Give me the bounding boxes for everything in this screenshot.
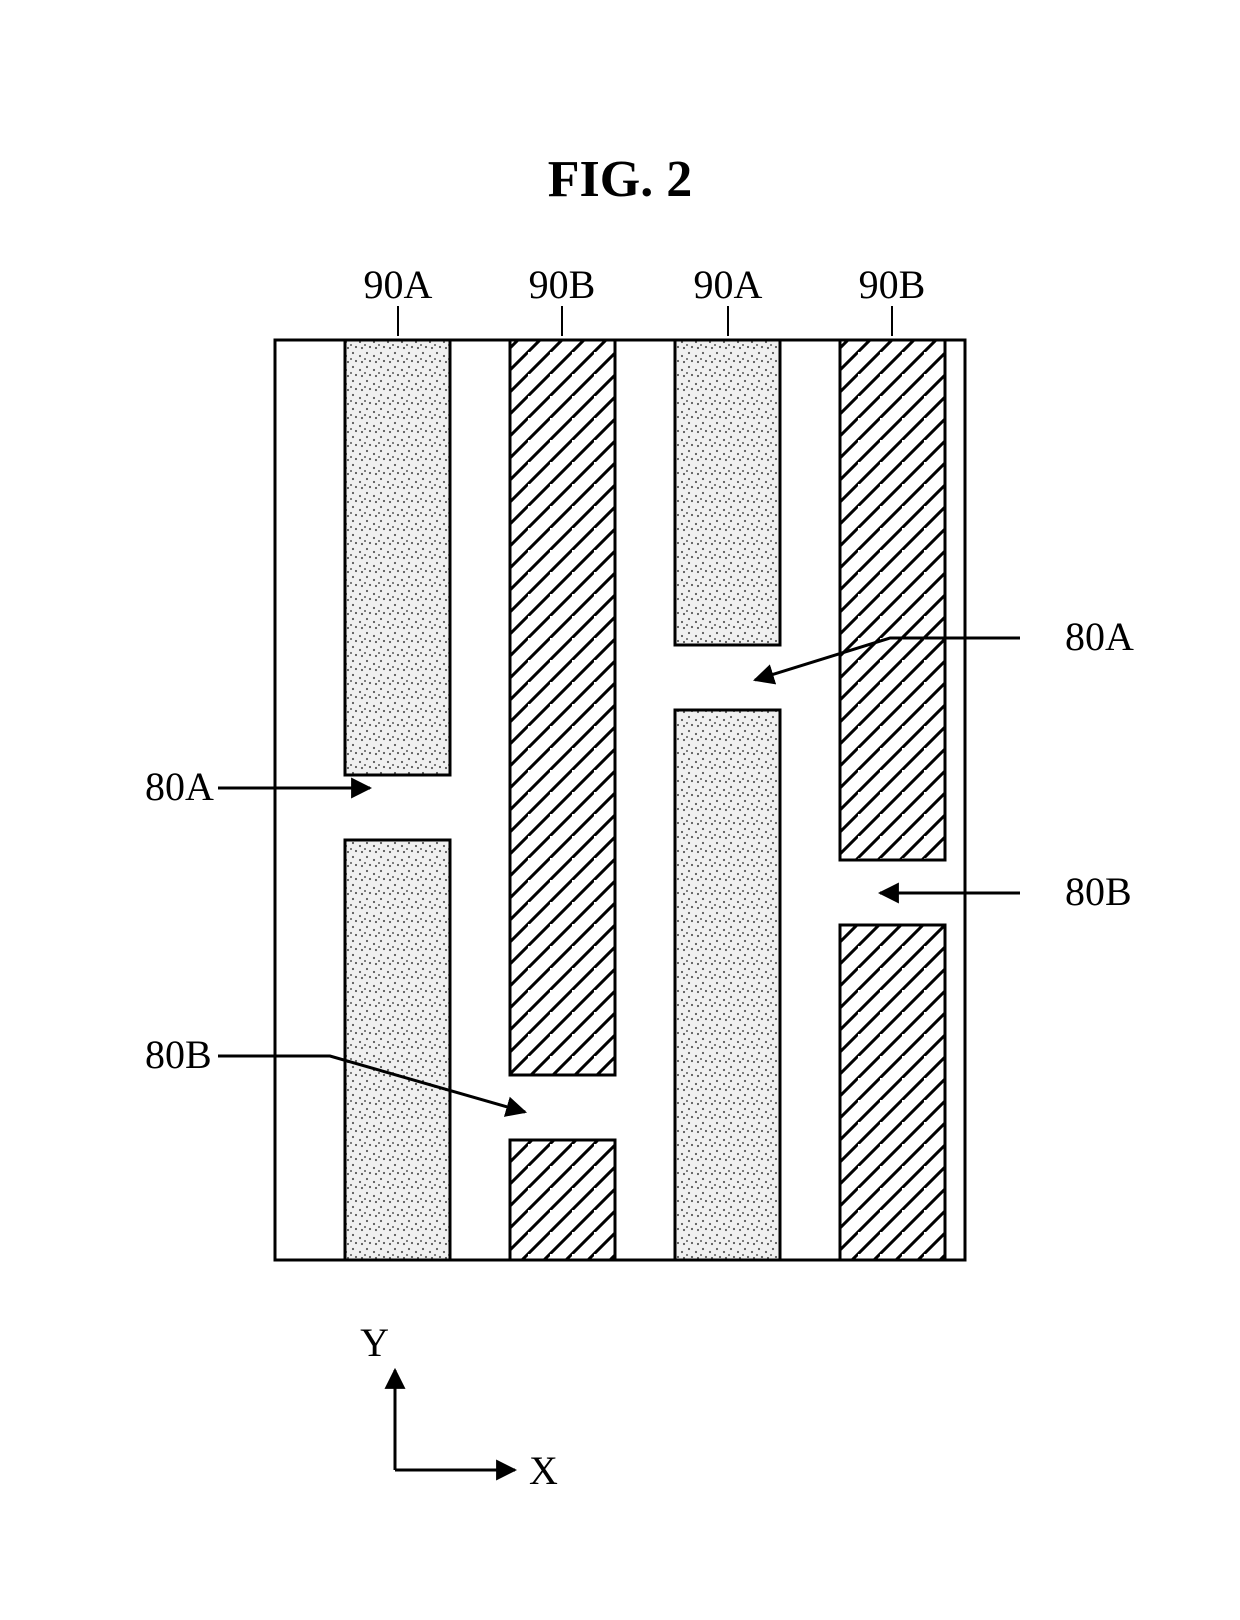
callout-label-3: 80B bbox=[1065, 869, 1132, 914]
col-90A-1-bottom bbox=[345, 840, 450, 1260]
col-90A-2-bottom bbox=[675, 710, 780, 1260]
col-90A-2-top bbox=[675, 340, 780, 645]
col-90B-2-top bbox=[840, 340, 945, 860]
callout-label-2: 80A bbox=[1065, 614, 1134, 659]
col-90B-1-top bbox=[510, 340, 615, 1075]
axis-x-label: X bbox=[529, 1448, 558, 1493]
col-90A-1-top bbox=[345, 340, 450, 775]
top-labels: 90A 90B 90A 90B bbox=[364, 262, 926, 336]
col-90B-1-bottom bbox=[510, 1140, 615, 1260]
diagram-svg: 90A90B90A90B 80A80B80A80B YX bbox=[0, 0, 1240, 1620]
top-label-0: 90A bbox=[364, 262, 433, 307]
axes: YX bbox=[360, 1320, 558, 1493]
callout-label-0: 80A bbox=[145, 764, 214, 809]
callout-label-1: 80B bbox=[145, 1032, 212, 1077]
page: FIG. 2 90A90B90A90B 80A80B80A80B YX bbox=[0, 0, 1240, 1620]
top-label-1: 90B bbox=[529, 262, 596, 307]
top-label-3: 90B bbox=[859, 262, 926, 307]
col-90B-2-bottom bbox=[840, 925, 945, 1260]
axis-y-label: Y bbox=[360, 1320, 389, 1365]
top-label-2: 90A bbox=[694, 262, 763, 307]
